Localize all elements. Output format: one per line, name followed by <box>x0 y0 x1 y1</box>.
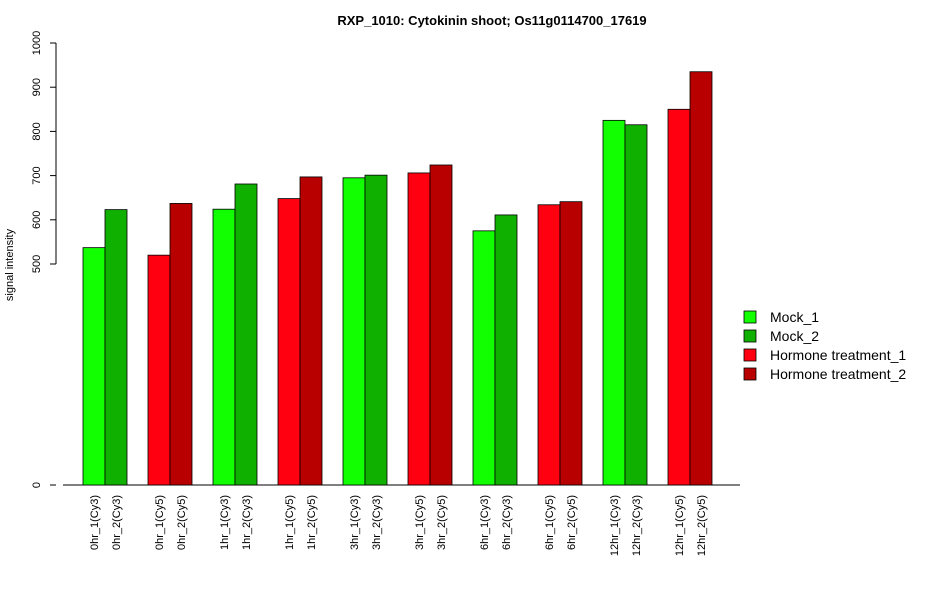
bar <box>147 254 171 486</box>
bar <box>234 183 258 486</box>
legend-swatch <box>743 367 757 381</box>
x-tick-label: 3hr_2(Cy5) <box>436 495 448 550</box>
chart-title: RXP_1010: Cytokinin shoot; Os11g0114700_… <box>337 13 646 28</box>
x-tick-label: 12hr_2(Cy5) <box>696 495 708 556</box>
x-tick-label: 0hr_1(Cy3) <box>89 495 101 550</box>
plot-area: 0 500 600 700 800 900 1000 0hr_1(Cy3) 0hr_2(Cy3)… <box>31 31 740 556</box>
y-tick-label: 0 <box>31 482 43 488</box>
legend-swatch <box>743 310 757 324</box>
x-tick-label: 1hr_2(Cy3) <box>241 495 253 550</box>
bar <box>559 201 583 486</box>
x-tick-label: 1hr_1(Cy5) <box>284 495 296 550</box>
bar <box>82 247 106 486</box>
y-tick-label: 1000 <box>31 31 43 55</box>
x-tick-label: 6hr_1(Cy3) <box>479 495 491 550</box>
x-tick-label: 0hr_2(Cy5) <box>176 495 188 550</box>
bar <box>299 176 323 486</box>
legend-label: Hormone treatment_2 <box>770 366 906 382</box>
legend-swatch <box>743 329 757 343</box>
legend: Mock_1 Mock_2 Hormone treatment_1 Hormone t… <box>743 309 906 382</box>
bar <box>212 208 236 486</box>
y-tick-label: 700 <box>31 166 43 184</box>
x-tick-label: 3hr_1(Cy5) <box>414 495 426 550</box>
legend-label: Mock_1 <box>770 309 819 325</box>
bar <box>429 164 453 486</box>
legend-swatch <box>743 348 757 362</box>
x-tick-label: 0hr_1(Cy5) <box>154 495 166 550</box>
x-tick-label: 12hr_1(Cy5) <box>674 495 686 556</box>
bar <box>537 204 561 486</box>
x-tick-label: 12hr_2(Cy3) <box>631 495 643 556</box>
x-tick-label: 6hr_2(Cy5) <box>566 495 578 550</box>
y-tick-label: 500 <box>31 255 43 273</box>
bar <box>277 198 301 486</box>
x-tick-label: 6hr_2(Cy3) <box>501 495 513 550</box>
x-tick-label: 3hr_2(Cy3) <box>371 495 383 550</box>
bar <box>624 124 648 486</box>
x-tick-label: 6hr_1(Cy5) <box>544 495 556 550</box>
y-tick-label: 600 <box>31 211 43 229</box>
y-tick-label: 900 <box>31 78 43 96</box>
bar <box>494 214 518 486</box>
legend-label: Hormone treatment_1 <box>770 347 906 363</box>
x-tick-label: 12hr_1(Cy3) <box>609 495 621 556</box>
bar <box>169 203 193 486</box>
bar <box>689 71 713 486</box>
bar <box>342 177 366 486</box>
x-tick-label: 0hr_2(Cy3) <box>111 495 123 550</box>
legend-label: Mock_2 <box>770 328 819 344</box>
y-tick-label: 800 <box>31 122 43 140</box>
bar <box>667 108 691 486</box>
bar <box>472 230 496 486</box>
bar <box>407 172 431 486</box>
bar <box>602 119 626 486</box>
x-tick-label: 3hr_1(Cy3) <box>349 495 361 550</box>
bar <box>104 209 128 486</box>
bar <box>364 174 388 486</box>
x-tick-label: 1hr_2(Cy5) <box>306 495 318 550</box>
y-axis-label: signal intensity <box>4 228 16 301</box>
x-tick-label: 1hr_1(Cy3) <box>219 495 231 550</box>
